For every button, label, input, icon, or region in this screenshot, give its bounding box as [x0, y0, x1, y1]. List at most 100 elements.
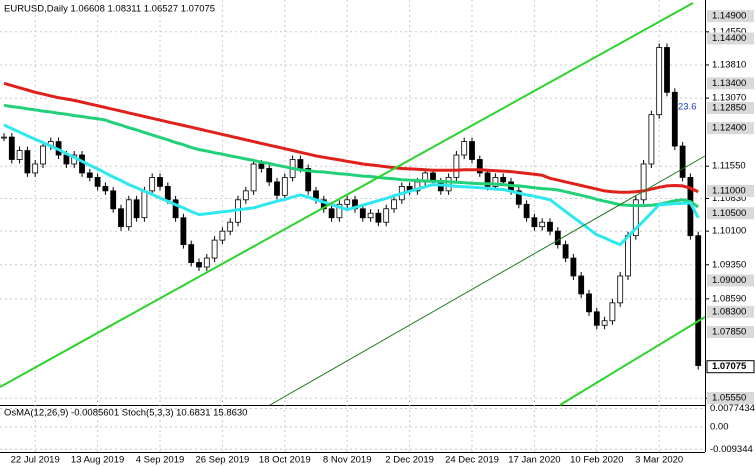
- y-tick-label: 1.13810: [712, 59, 746, 70]
- candle: [1, 136, 7, 139]
- candle: [172, 199, 179, 219]
- labels: 1.14550 1.13810 1.13070 1.11550 1.10830 1.101…: [11, 10, 755, 466]
- candle: [547, 221, 553, 232]
- y-tick-label: 1.13070: [712, 93, 746, 104]
- x-tick-label: 26 Sep 2019: [195, 455, 249, 466]
- current-price-box: [706, 360, 755, 374]
- candle: [391, 199, 397, 210]
- candle: [492, 177, 499, 187]
- candle: [196, 262, 202, 268]
- level-label: 1.11000: [712, 185, 746, 196]
- candle: [625, 235, 631, 277]
- y-tick-label: 1.14550: [712, 26, 746, 37]
- x-tick-label: 13 Aug 2019: [71, 455, 124, 466]
- x-tick-label: 18 Oct 2019: [259, 455, 311, 466]
- candle: [562, 244, 569, 259]
- candle: [250, 163, 257, 192]
- candle: [593, 311, 600, 326]
- candle: [219, 230, 226, 241]
- candle: [281, 177, 288, 196]
- level-box: [707, 305, 754, 318]
- level-box: [707, 392, 754, 404]
- y-tick-label: 1.11550: [712, 161, 746, 172]
- candle: [656, 47, 663, 116]
- candle: [328, 208, 335, 219]
- candle: [40, 145, 46, 165]
- indicator-title: OsMA(12,26,9) -0.0085601 Stoch(5,3,3) 10…: [4, 408, 247, 419]
- candle: [211, 239, 218, 259]
- y-tick-label: 1.10830: [712, 193, 746, 204]
- trend-line: [559, 316, 706, 406]
- candle: [227, 221, 234, 232]
- candle: [359, 208, 366, 219]
- level-box: [707, 32, 754, 45]
- candle: [679, 145, 686, 178]
- level-box: [707, 122, 754, 135]
- candle: [24, 150, 31, 174]
- candle: [601, 320, 608, 326]
- level-label: 1.13400: [712, 78, 746, 89]
- level-box: [707, 325, 754, 338]
- candle: [578, 275, 585, 295]
- candle: [469, 141, 475, 160]
- candle: [554, 230, 561, 246]
- candle: [149, 177, 156, 192]
- candle: [63, 154, 70, 165]
- candle: [297, 159, 304, 169]
- candle: [609, 302, 616, 322]
- candle: [632, 199, 639, 237]
- level-label: 1.12850: [712, 102, 746, 113]
- level-label: 1.14400: [712, 33, 746, 44]
- x-tick-label: 8 Nov 2019: [323, 455, 372, 466]
- x-tick-label: 2 Dec 2019: [385, 455, 434, 466]
- candle: [586, 293, 592, 313]
- candle: [180, 217, 187, 246]
- level-box: [707, 10, 754, 23]
- level-label: 1.07850: [712, 326, 746, 337]
- level-box: [707, 77, 754, 90]
- chart-title: EURUSD,Daily 1.06608 1.08311 1.06527 1.0…: [4, 4, 215, 15]
- candle: [266, 168, 273, 183]
- level-label: 1.10500: [712, 208, 746, 219]
- level-box: [707, 207, 754, 220]
- moving-average: [3, 103, 700, 209]
- current-price-label: 1.07075: [712, 361, 747, 372]
- candle: [125, 199, 132, 228]
- candle: [375, 212, 382, 223]
- moving-average: [3, 81, 699, 194]
- candle: [671, 91, 678, 147]
- candle: [500, 177, 507, 183]
- candle: [305, 168, 312, 192]
- level-box: [707, 184, 754, 197]
- fib-annotation: 23.6: [678, 102, 697, 113]
- candle: [141, 190, 148, 219]
- moving-average: [3, 123, 700, 247]
- x-tick-label: 22 Jul 2019: [11, 455, 60, 466]
- y-tick-label: 1.08590: [712, 293, 746, 304]
- level-label: 1.12400: [712, 123, 746, 134]
- level-label: 1.14900: [712, 11, 746, 22]
- candle: [336, 203, 343, 219]
- candle: [110, 190, 117, 210]
- candle: [274, 181, 280, 196]
- candle: [515, 190, 522, 205]
- level-label: 1.09000: [712, 275, 746, 286]
- candle: [79, 154, 85, 174]
- candle: [188, 244, 195, 263]
- candle: [32, 163, 39, 174]
- candle: [118, 208, 124, 228]
- level-label: 1.05550: [712, 393, 746, 404]
- x-tick-label: 24 Dec 2019: [445, 455, 499, 466]
- candle: [617, 275, 624, 304]
- candle: [133, 199, 140, 219]
- candle: [344, 199, 351, 205]
- y-tick-label: 1.10100: [712, 226, 746, 237]
- plot: [1, 43, 702, 370]
- level-box: [707, 274, 754, 287]
- indicator-tick-label: 0.0077434: [710, 403, 755, 414]
- candle: [476, 159, 483, 174]
- candle: [531, 217, 538, 228]
- candle: [16, 150, 23, 160]
- candle: [203, 257, 210, 268]
